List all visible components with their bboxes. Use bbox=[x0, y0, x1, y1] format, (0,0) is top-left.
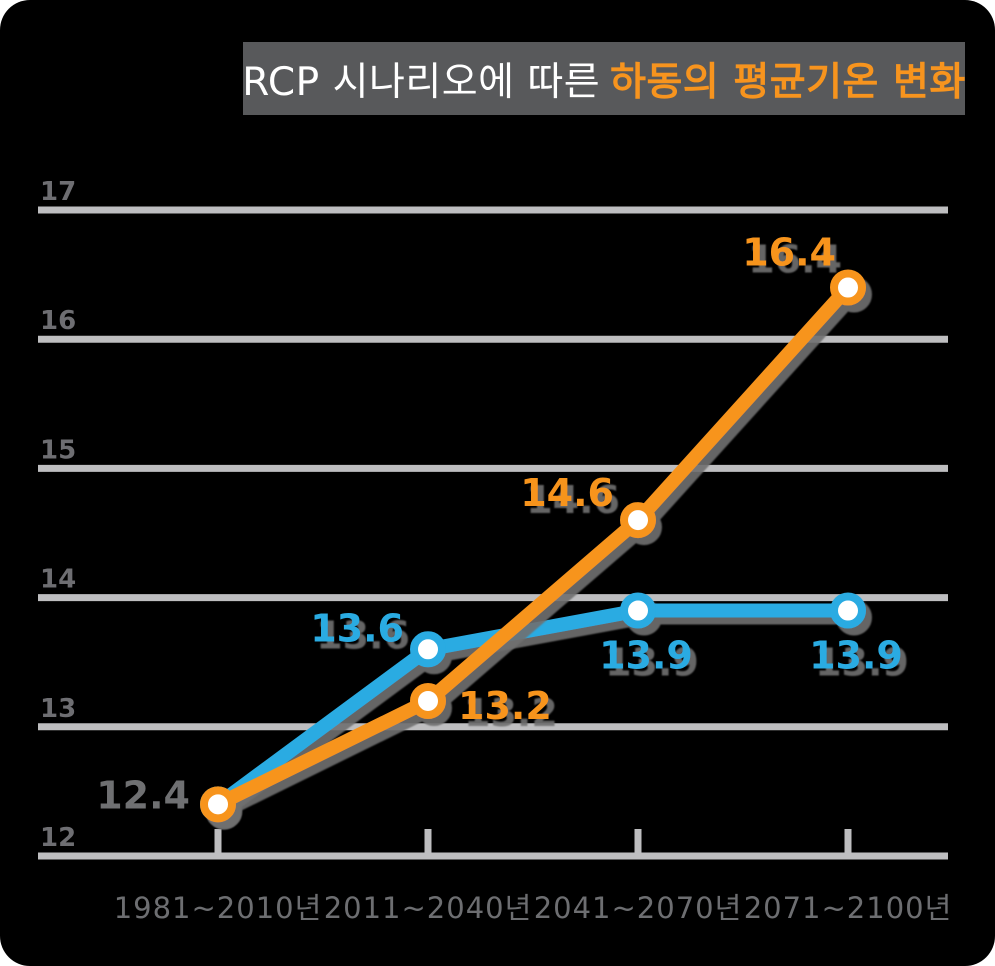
data-point-label: 13.6 bbox=[310, 606, 404, 650]
series-orange-scenario bbox=[200, 269, 866, 823]
data-point-marker bbox=[410, 682, 446, 719]
y-tick-label: 15 bbox=[40, 435, 76, 465]
data-point-label: 12.4 bbox=[96, 773, 190, 817]
data-point-label: 14.6 bbox=[520, 471, 614, 515]
data-point-marker bbox=[410, 631, 446, 668]
x-axis-label: 2041~2070년 bbox=[534, 891, 743, 925]
chart-title: RCP 시나리오에 따른 하동의 평균기온 변화 bbox=[242, 42, 966, 115]
y-tick-label: 17 bbox=[40, 177, 76, 207]
data-point-marker bbox=[830, 592, 866, 629]
series-layer bbox=[200, 269, 866, 823]
chart-title-highlight-text: 하동의 평균기온 변화 bbox=[610, 59, 966, 105]
data-point-label: 13.9 bbox=[809, 634, 903, 678]
data-point-marker bbox=[200, 786, 236, 823]
y-tick-label: 14 bbox=[40, 565, 76, 595]
data-point-marker bbox=[620, 592, 656, 629]
chart-title-normal-text: RCP 시나리오에 따른 bbox=[242, 59, 601, 105]
data-point-label: 13.9 bbox=[599, 634, 693, 678]
x-axis-label: 2011~2040년 bbox=[324, 891, 533, 925]
data-point-marker bbox=[620, 502, 656, 539]
y-tick-label: 13 bbox=[40, 694, 76, 724]
data-label-layer: 12.4 13.2 14.6 16.4 13.6 13.9 13.9 bbox=[96, 231, 903, 818]
x-axis-label: 2071~2100년 bbox=[744, 891, 953, 925]
series-line bbox=[211, 280, 855, 812]
data-point-marker bbox=[830, 269, 866, 306]
data-point-label: 13.2 bbox=[458, 684, 552, 728]
data-point-label: 16.4 bbox=[742, 231, 836, 275]
x-axis-label: 1981~2010년 bbox=[114, 891, 323, 925]
y-tick-label: 16 bbox=[40, 306, 76, 336]
series-line bbox=[211, 603, 855, 812]
y-tick-label: 12 bbox=[40, 823, 76, 853]
